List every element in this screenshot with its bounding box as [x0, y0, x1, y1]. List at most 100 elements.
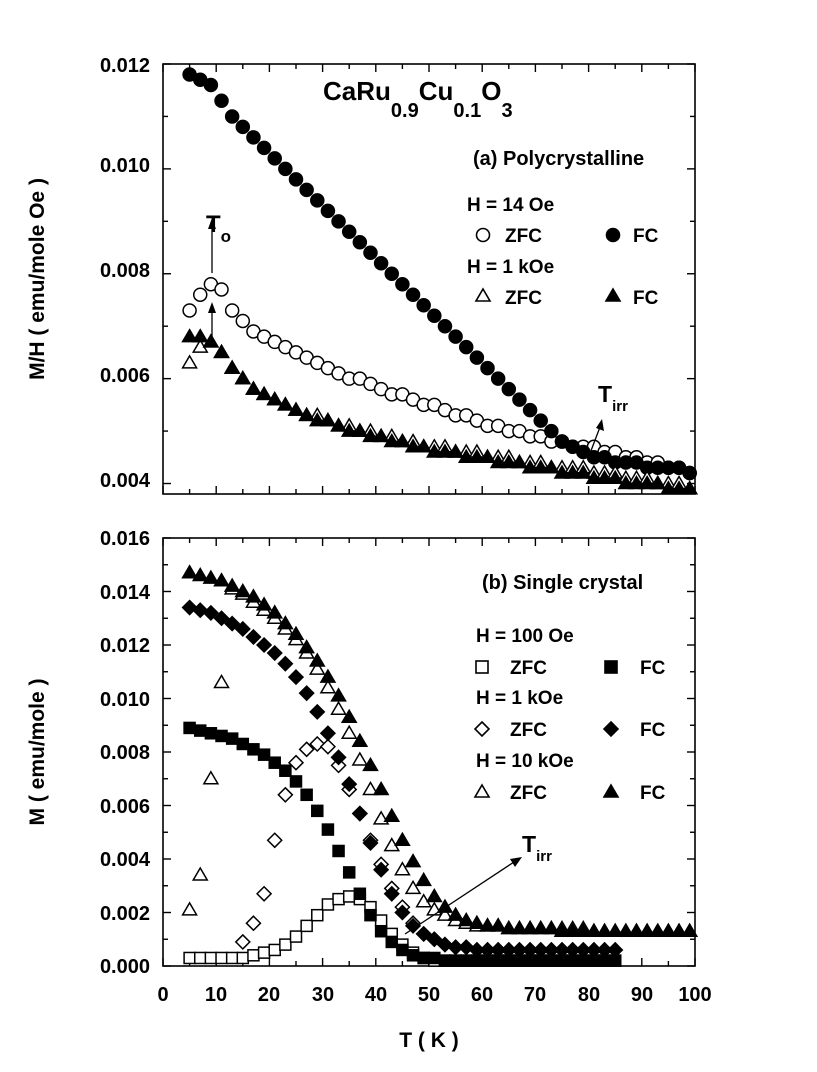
bottom-y-tick-label: 0.006: [100, 796, 150, 818]
data-point-diamond-filled: [575, 941, 592, 959]
x-tick-label: 90: [631, 984, 653, 1006]
data-point-diamond-filled: [479, 941, 496, 959]
legend-fc-label: FC: [633, 288, 659, 309]
data-point-triangle-filled: [234, 370, 252, 385]
data-point-triangle-filled: [245, 588, 262, 603]
x-tick-label: 20: [258, 984, 280, 1006]
data-point-diamond-filled: [468, 941, 485, 959]
to-annotation: To: [206, 211, 231, 338]
data-point-triangle-filled: [532, 459, 550, 474]
bottom-y-tick-label: 0.012: [100, 635, 150, 657]
data-point-square-filled: [289, 775, 303, 788]
legend-fc-label: FC: [640, 720, 666, 741]
data-point-circle-open: [224, 303, 240, 318]
data-point-square-open: [236, 951, 250, 965]
data-point-triangle-filled: [255, 385, 273, 401]
data-point-triangle-filled: [670, 922, 688, 937]
data-point-circle-filled: [214, 93, 229, 108]
data-point-diamond-filled: [607, 941, 624, 959]
data-point-triangle-filled: [457, 912, 475, 927]
top-y-tick-label: 0.008: [100, 260, 150, 282]
data-point-circle-filled: [352, 235, 368, 250]
bottom-data-marks: [181, 564, 698, 967]
data-point-triangle-filled: [415, 438, 432, 453]
data-point-triangle-open: [362, 780, 379, 796]
data-point-square-filled: [353, 887, 367, 901]
legend-group-14oe: H = 14 Oe: [467, 195, 554, 216]
data-point-diamond-filled: [426, 931, 443, 948]
data-point-triangle-filled: [638, 475, 656, 490]
data-point-triangle-filled: [574, 464, 592, 479]
data-point-circle-filled: [469, 350, 485, 365]
x-tick-label: 0: [157, 984, 168, 1006]
data-point-square-open: [193, 951, 207, 965]
data-point-diamond-open: [287, 754, 305, 771]
data-point-diamond-filled: [256, 636, 273, 654]
data-point-triangle-filled: [606, 922, 624, 937]
data-point-triangle-filled: [468, 448, 486, 464]
x-tick-label: 70: [524, 984, 546, 1006]
data-point-triangle-filled: [213, 343, 230, 359]
legend-zfc-label: ZFC: [510, 783, 547, 804]
data-point-triangle-filled: [564, 464, 581, 479]
data-point-square-filled: [406, 949, 420, 962]
data-point-diamond-open: [266, 832, 283, 849]
bottom-tirr-arrowhead: [510, 857, 522, 867]
data-point-triangle-filled: [543, 459, 560, 474]
data-point-diamond-filled: [447, 939, 464, 956]
data-point-triangle-filled: [404, 438, 422, 453]
chart-title: CaRu0.9Cu0.1O3: [323, 76, 513, 122]
data-point-triangle-filled: [351, 422, 369, 437]
legend-square-open-marker: [475, 660, 489, 674]
data-point-diamond-filled: [309, 703, 326, 720]
data-point-triangle-filled: [266, 604, 284, 619]
data-point-triangle-filled: [649, 922, 667, 937]
data-point-triangle-filled: [436, 443, 454, 458]
data-point-triangle-filled: [628, 922, 645, 937]
data-point-diamond-filled: [351, 805, 368, 822]
data-point-square-filled: [311, 804, 324, 818]
data-point-circle-open: [235, 313, 251, 329]
data-point-triangle-filled: [394, 831, 411, 847]
data-point-square-filled: [385, 935, 399, 949]
data-point-diamond-filled: [404, 917, 422, 934]
legend-fc-label: FC: [640, 783, 666, 804]
data-point-triangle-filled: [394, 433, 411, 448]
legend-fc-label: FC: [640, 658, 666, 679]
data-point-triangle-filled: [564, 922, 581, 937]
top-y-tick-label: 0.012: [100, 55, 150, 77]
data-point-circle-filled: [288, 172, 304, 187]
data-point-square-open: [279, 938, 292, 951]
data-point-triangle-filled: [457, 448, 475, 464]
title-subscript: 3: [501, 100, 512, 122]
data-point-triangle-filled: [660, 922, 677, 937]
data-point-circle-filled: [256, 140, 272, 156]
legend-triangle-filled-marker: [602, 783, 620, 798]
data-point-square-open: [374, 914, 388, 927]
data-point-triangle-filled: [191, 566, 209, 582]
data-point-triangle-filled: [681, 480, 698, 495]
data-point-circle-filled: [512, 392, 527, 407]
bottom-panel-subtitle: (b) Single crystal: [482, 572, 643, 594]
data-point-triangle-filled: [574, 922, 592, 937]
series-h-14-oe-fc: [182, 67, 697, 481]
data-point-triangle-filled: [447, 906, 464, 921]
data-point-diamond-filled: [362, 834, 379, 852]
x-tick-label: 100: [678, 984, 711, 1006]
data-point-triangle-filled: [606, 469, 624, 485]
data-point-circle-filled: [416, 297, 431, 313]
data-point-square-filled: [428, 951, 441, 965]
series-h-10-koe-fc: [181, 564, 698, 937]
data-point-triangle-filled: [426, 443, 443, 458]
legend-group-1koe: H = 1 kOe: [476, 688, 563, 709]
data-point-triangle-filled: [330, 417, 347, 432]
data-point-diamond-filled: [298, 685, 315, 702]
data-point-triangle-filled: [660, 480, 677, 495]
data-point-triangle-filled: [489, 917, 507, 932]
data-point-triangle-filled: [340, 422, 358, 437]
data-point-diamond-filled: [245, 628, 262, 646]
data-point-triangle-open: [202, 770, 220, 785]
data-point-square-filled: [332, 844, 345, 858]
x-tick-label: 60: [471, 984, 493, 1006]
